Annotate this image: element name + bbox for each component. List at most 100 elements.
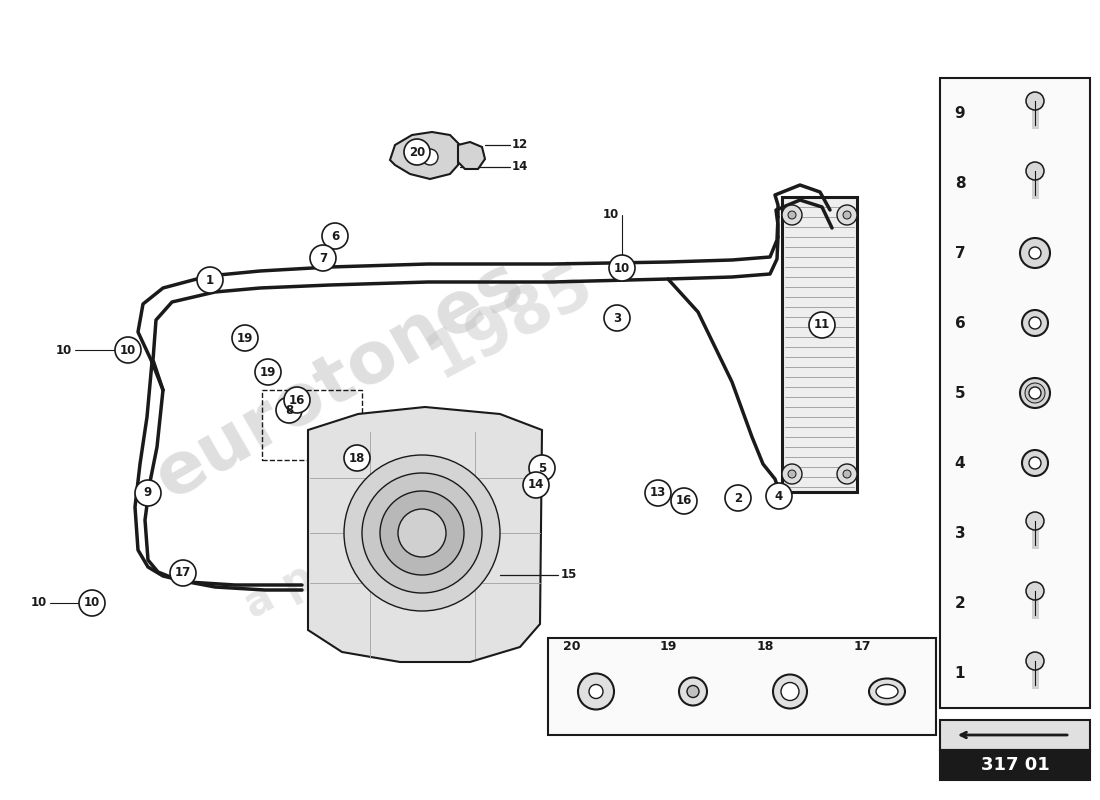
Bar (262, 390, 362, 460)
Text: 19: 19 (260, 366, 276, 378)
Text: eurotones: eurotones (144, 246, 536, 514)
Text: 10: 10 (56, 343, 72, 357)
Bar (940, 78, 1090, 708)
Circle shape (398, 509, 446, 557)
Text: 7: 7 (955, 246, 966, 261)
Text: 8: 8 (285, 403, 293, 417)
Circle shape (284, 387, 310, 413)
Circle shape (404, 139, 430, 165)
Circle shape (232, 325, 258, 351)
Circle shape (379, 491, 464, 575)
Text: 19: 19 (236, 331, 253, 345)
Text: 9: 9 (144, 486, 152, 499)
Polygon shape (308, 407, 542, 662)
Circle shape (116, 337, 141, 363)
Text: 15: 15 (561, 569, 578, 582)
Circle shape (788, 470, 796, 478)
Circle shape (1028, 247, 1041, 259)
Circle shape (1026, 162, 1044, 180)
Circle shape (688, 686, 698, 698)
Circle shape (344, 455, 500, 611)
Circle shape (1022, 310, 1048, 336)
Circle shape (609, 255, 635, 281)
Text: 9: 9 (955, 106, 966, 121)
Circle shape (1028, 387, 1041, 399)
Circle shape (1028, 317, 1041, 329)
Text: 2: 2 (734, 491, 742, 505)
Text: 20: 20 (409, 146, 425, 158)
Circle shape (782, 205, 802, 225)
Text: 5: 5 (955, 386, 966, 401)
Circle shape (422, 149, 438, 165)
Circle shape (362, 473, 482, 593)
Text: 4: 4 (955, 455, 966, 470)
Circle shape (604, 305, 630, 331)
Text: 3: 3 (955, 526, 966, 541)
Circle shape (578, 674, 614, 710)
Circle shape (255, 359, 280, 385)
Text: 18: 18 (757, 640, 774, 653)
Circle shape (1026, 652, 1044, 670)
Text: 5: 5 (538, 462, 546, 474)
Circle shape (310, 245, 336, 271)
Circle shape (781, 682, 799, 701)
Circle shape (773, 674, 807, 709)
Text: 1985: 1985 (417, 251, 603, 389)
Text: 10: 10 (603, 209, 619, 222)
Text: 3: 3 (613, 311, 621, 325)
Text: 12: 12 (512, 138, 528, 151)
Text: 16: 16 (675, 494, 692, 507)
Text: 19: 19 (660, 640, 678, 653)
Text: 18: 18 (349, 451, 365, 465)
Text: 13: 13 (650, 486, 667, 499)
Circle shape (1026, 512, 1044, 530)
Bar (940, 720, 1090, 750)
Circle shape (679, 678, 707, 706)
Circle shape (1028, 457, 1041, 469)
Circle shape (135, 480, 161, 506)
Polygon shape (390, 132, 460, 179)
Text: 16: 16 (289, 394, 305, 406)
Circle shape (1020, 378, 1050, 408)
Circle shape (645, 480, 671, 506)
Ellipse shape (876, 685, 898, 698)
Circle shape (1020, 238, 1050, 268)
Text: 1: 1 (206, 274, 214, 286)
Text: 11: 11 (814, 318, 830, 331)
Circle shape (843, 470, 851, 478)
Circle shape (808, 312, 835, 338)
Circle shape (843, 211, 851, 219)
Circle shape (79, 590, 104, 616)
Text: 8: 8 (955, 175, 966, 190)
Text: 4: 4 (774, 490, 783, 502)
Circle shape (170, 560, 196, 586)
Bar (548, 638, 936, 735)
Circle shape (1026, 582, 1044, 600)
Circle shape (837, 464, 857, 484)
Circle shape (588, 685, 603, 698)
Bar (782, 197, 857, 492)
Circle shape (1026, 92, 1044, 110)
Circle shape (782, 464, 802, 484)
Text: 17: 17 (854, 640, 871, 653)
Circle shape (276, 397, 303, 423)
Circle shape (671, 488, 697, 514)
Ellipse shape (869, 678, 905, 705)
Text: 14: 14 (512, 161, 528, 174)
Text: 14: 14 (528, 478, 544, 491)
Bar (940, 750, 1090, 780)
Text: 10: 10 (614, 262, 630, 274)
Circle shape (344, 445, 370, 471)
Circle shape (725, 485, 751, 511)
Text: 2: 2 (955, 595, 966, 610)
Text: 20: 20 (563, 640, 581, 653)
Text: 6: 6 (331, 230, 339, 242)
Polygon shape (458, 142, 485, 169)
Text: 17: 17 (175, 566, 191, 579)
Text: 6: 6 (955, 315, 966, 330)
Text: 10: 10 (31, 597, 47, 610)
Text: 317 01: 317 01 (980, 756, 1049, 774)
Text: 1: 1 (955, 666, 966, 681)
Circle shape (1025, 383, 1045, 403)
Circle shape (522, 472, 549, 498)
